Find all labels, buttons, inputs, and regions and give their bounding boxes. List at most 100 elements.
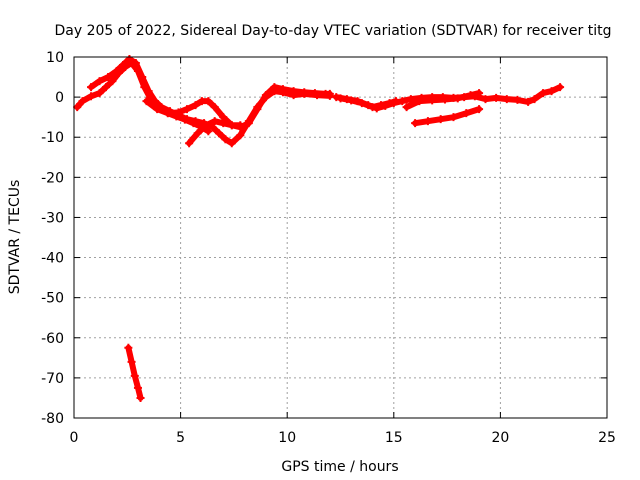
series-arc-4 — [142, 83, 334, 132]
y-tick-label: -70 — [41, 371, 64, 387]
data-point — [210, 103, 219, 112]
data-point — [191, 117, 200, 126]
data-point — [481, 95, 490, 104]
plot-frame — [73, 56, 608, 419]
data-point — [78, 97, 87, 106]
x-tick-label: 0 — [70, 430, 79, 446]
data-point — [236, 131, 245, 140]
y-tick-label: -30 — [41, 210, 64, 226]
data-point — [547, 87, 556, 96]
x-tick-labels: 0 5 10 15 20 25 — [70, 430, 616, 446]
data-point — [411, 119, 420, 128]
series-line — [143, 84, 333, 131]
data-point — [325, 89, 334, 98]
data-point — [347, 96, 356, 105]
x-tick-label: 15 — [385, 430, 403, 446]
data-point — [261, 91, 270, 100]
x-tick-label: 20 — [491, 430, 509, 446]
y-tick-label: 10 — [46, 50, 64, 66]
x-tick-label: 5 — [176, 430, 185, 446]
data-point — [227, 139, 236, 148]
data-point — [112, 67, 121, 76]
data-point — [204, 127, 213, 136]
data-point — [502, 95, 511, 104]
data-point — [193, 129, 202, 138]
data-point — [138, 73, 147, 82]
data-point — [87, 83, 96, 92]
data-point — [174, 108, 183, 117]
data-point — [119, 61, 128, 70]
y-tick-label: -40 — [41, 251, 64, 267]
data-point — [513, 95, 522, 104]
data-point — [539, 89, 548, 98]
grid-lines — [74, 57, 607, 418]
data-point — [95, 77, 104, 86]
data-point — [182, 115, 191, 124]
data-point — [475, 89, 484, 98]
data-point — [453, 94, 462, 103]
data-point — [385, 99, 394, 108]
data-point — [95, 89, 104, 98]
data-point — [142, 97, 151, 106]
data-point — [210, 117, 219, 126]
data-point — [289, 87, 298, 96]
data-point — [124, 343, 133, 352]
chart-title: Day 205 of 2022, Sidereal Day-to-day VTE… — [55, 23, 612, 39]
data-point — [163, 109, 172, 118]
data-point — [336, 94, 345, 103]
x-tick-label: 10 — [278, 430, 296, 446]
data-point — [436, 115, 445, 124]
data-point — [357, 99, 366, 108]
data-point — [391, 97, 400, 106]
data-point — [73, 103, 82, 112]
data-point — [108, 77, 117, 86]
data-point — [423, 117, 432, 126]
x-axis-label: GPS time / hours — [281, 459, 398, 475]
data-point — [415, 97, 424, 106]
data-point — [236, 123, 245, 132]
data-point — [133, 383, 142, 392]
data-point — [492, 93, 501, 102]
data-point — [127, 357, 136, 366]
data-point — [270, 83, 279, 92]
series-arc-8 — [411, 105, 484, 128]
data-point — [377, 101, 386, 110]
data-point — [449, 113, 458, 122]
data-point — [136, 393, 145, 402]
data-point — [368, 103, 377, 112]
data-point — [125, 55, 134, 64]
data-point — [202, 121, 211, 130]
series-arc-1 — [73, 59, 213, 136]
data-point — [475, 105, 484, 114]
data-point — [406, 95, 415, 104]
data-point — [428, 96, 437, 105]
x-tick-label: 25 — [598, 430, 616, 446]
y-tick-label: -60 — [41, 331, 64, 347]
data-point — [253, 105, 262, 114]
y-tick-label: -50 — [41, 291, 64, 307]
axis-ticks — [73, 56, 608, 419]
series-arc-7 — [402, 89, 484, 112]
data-point — [185, 139, 194, 148]
data-series — [73, 55, 565, 402]
data-point — [300, 88, 309, 97]
series-arc-6 — [336, 94, 400, 112]
data-point — [219, 113, 228, 122]
data-point — [221, 135, 230, 144]
data-point — [227, 121, 236, 130]
y-tick-labels: -80 -70 -60 -50 -40 -30 -20 -10 0 10 — [41, 50, 64, 427]
y-tick-label: -80 — [41, 411, 64, 427]
data-point — [214, 129, 223, 138]
data-point — [530, 95, 539, 104]
data-point — [182, 105, 191, 114]
data-point — [244, 119, 253, 128]
data-point — [524, 97, 533, 106]
data-point — [191, 101, 200, 110]
series-arc-9 — [124, 343, 145, 402]
data-point — [101, 83, 110, 92]
data-point — [130, 371, 139, 380]
data-point — [204, 97, 213, 106]
y-tick-label: -10 — [41, 130, 64, 146]
data-point — [87, 92, 96, 101]
